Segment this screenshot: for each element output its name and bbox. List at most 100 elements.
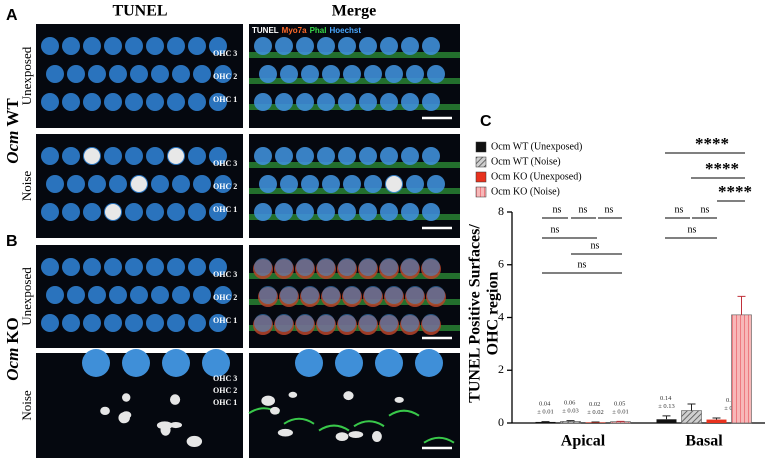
nucleus bbox=[343, 175, 361, 193]
nucleus bbox=[214, 65, 232, 83]
nucleus bbox=[359, 203, 377, 221]
significance-label: ns bbox=[605, 204, 614, 215]
nucleus bbox=[41, 147, 59, 165]
phalloidin-band bbox=[249, 162, 460, 168]
nucleus bbox=[46, 286, 64, 304]
value-label: 0.06 ± 0.03 bbox=[562, 400, 579, 415]
channel-legend: TUNEL Myo7a Phal Hoechst bbox=[252, 26, 361, 35]
y-tick-label: 0 bbox=[498, 415, 504, 429]
tunel-signal bbox=[371, 430, 382, 442]
nucleus bbox=[62, 147, 80, 165]
nucleus bbox=[130, 65, 148, 83]
nucleus bbox=[46, 65, 64, 83]
legend-swatch bbox=[475, 156, 487, 168]
phalloidin-band bbox=[423, 436, 455, 444]
nucleus bbox=[254, 37, 272, 55]
tunel-signal bbox=[343, 391, 354, 401]
significance-label: ns bbox=[579, 204, 588, 215]
tunel-signal bbox=[84, 148, 100, 164]
ohc-label: OHC 1 bbox=[213, 95, 237, 104]
nucleus bbox=[275, 203, 293, 221]
nucleus bbox=[188, 314, 206, 332]
ohc-label: OHC 3 bbox=[213, 159, 237, 168]
x-tick-label: Basal bbox=[685, 433, 723, 450]
nucleus bbox=[317, 37, 335, 55]
y-tick-label: 6 bbox=[498, 257, 504, 271]
significance-label: **** bbox=[705, 159, 739, 178]
panel-label: C bbox=[480, 113, 492, 130]
nucleus bbox=[83, 314, 101, 332]
nucleus bbox=[359, 314, 377, 332]
value-label-line: 0.04 bbox=[539, 401, 552, 408]
error-bar bbox=[591, 421, 600, 423]
nucleus bbox=[375, 349, 403, 377]
nucleus bbox=[109, 286, 127, 304]
error-bar bbox=[662, 415, 671, 420]
nucleus bbox=[67, 286, 85, 304]
legend-label: Ocm KO (Unexposed) bbox=[491, 171, 582, 182]
nucleus bbox=[259, 65, 277, 83]
nucleus bbox=[146, 37, 164, 55]
panel-label: B bbox=[6, 233, 18, 250]
value-label: 0.04 ± 0.01 bbox=[537, 401, 554, 416]
nucleus bbox=[209, 37, 227, 55]
ohc-label: OHC 2 bbox=[213, 293, 237, 302]
nucleus bbox=[359, 37, 377, 55]
significance-label: ns bbox=[591, 240, 600, 251]
tunel-signal bbox=[335, 432, 349, 442]
y-axis-label: TUNEL Positive Surfaces/ bbox=[467, 224, 484, 403]
nucleus bbox=[83, 258, 101, 276]
condition-label: Unexposed bbox=[19, 46, 34, 105]
ohc-label: OHC 1 bbox=[213, 398, 237, 407]
value-label-line: ± 0.03 bbox=[562, 408, 579, 415]
value-label-line: 0.05 bbox=[614, 401, 627, 408]
bar bbox=[681, 410, 702, 424]
nucleus bbox=[338, 37, 356, 55]
tunel-signal bbox=[288, 391, 298, 398]
nucleus bbox=[364, 286, 382, 304]
nucleus bbox=[385, 65, 403, 83]
phalloidin-band bbox=[318, 424, 350, 432]
nucleus bbox=[193, 65, 211, 83]
nucleus bbox=[146, 203, 164, 221]
nucleus bbox=[301, 65, 319, 83]
nucleus bbox=[62, 203, 80, 221]
nucleus bbox=[380, 203, 398, 221]
nucleus bbox=[41, 314, 59, 332]
significance-label: ns bbox=[701, 204, 710, 215]
tunel-signal bbox=[261, 395, 276, 406]
nucleus bbox=[41, 203, 59, 221]
nucleus bbox=[422, 93, 440, 111]
nucleus bbox=[280, 65, 298, 83]
value-label-line: 0.06 bbox=[564, 400, 577, 407]
nucleus bbox=[172, 286, 190, 304]
nucleus bbox=[401, 258, 419, 276]
nucleus bbox=[62, 37, 80, 55]
error-bar bbox=[712, 417, 721, 420]
phalloidin-band bbox=[283, 417, 315, 425]
nucleus bbox=[364, 65, 382, 83]
nucleus bbox=[254, 258, 272, 276]
nucleus bbox=[125, 37, 143, 55]
tunel-signal bbox=[121, 411, 132, 419]
nucleus bbox=[359, 258, 377, 276]
phalloidin-band bbox=[388, 409, 420, 417]
nucleus bbox=[301, 286, 319, 304]
nucleus bbox=[401, 314, 419, 332]
nucleus bbox=[151, 65, 169, 83]
nucleus bbox=[317, 147, 335, 165]
nucleus bbox=[172, 175, 190, 193]
nucleus bbox=[338, 203, 356, 221]
condition-label: Noise bbox=[19, 390, 34, 421]
tunel-signal bbox=[270, 406, 280, 415]
nucleus bbox=[188, 147, 206, 165]
nucleus bbox=[125, 203, 143, 221]
significance-label: **** bbox=[695, 134, 729, 153]
nucleus bbox=[401, 93, 419, 111]
nucleus bbox=[151, 286, 169, 304]
nucleus bbox=[83, 203, 101, 221]
nucleus bbox=[41, 93, 59, 111]
nucleus bbox=[343, 65, 361, 83]
ohc-label: OHC 2 bbox=[213, 386, 237, 395]
nucleus bbox=[422, 147, 440, 165]
